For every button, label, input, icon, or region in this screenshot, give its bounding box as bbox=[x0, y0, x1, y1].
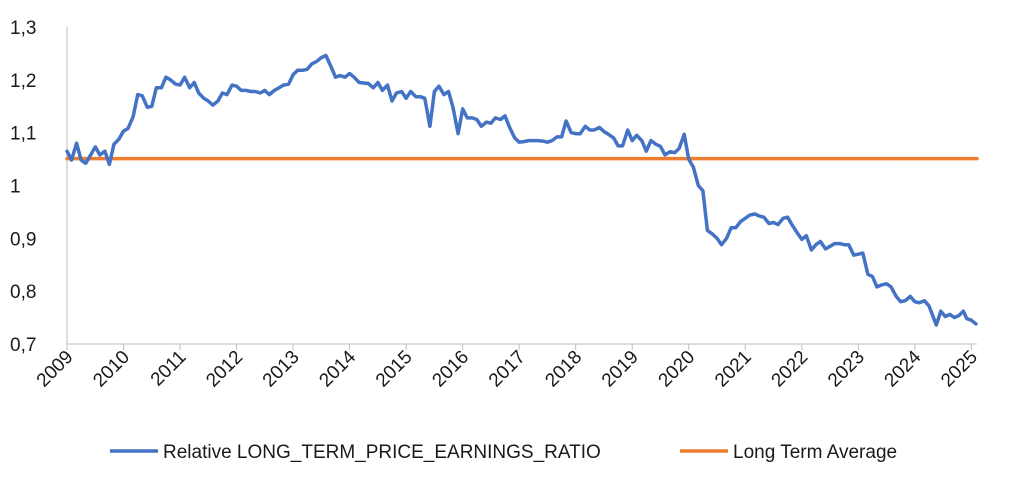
legend-label-1: Long Term Average bbox=[733, 442, 897, 463]
x-tick-label: 2016 bbox=[428, 347, 473, 392]
legend-item-1: Long Term Average bbox=[680, 442, 897, 463]
x-tick-label: 2014 bbox=[315, 346, 360, 391]
x-tick-label: 2010 bbox=[89, 347, 134, 392]
x-tick-label: 2024 bbox=[881, 346, 926, 391]
x-tick-label: 2023 bbox=[824, 347, 869, 392]
y-tick-label: 1,2 bbox=[10, 71, 36, 92]
x-axis-tick-labels: 2009 2010 2011 2012 2013 2014 2015 2016 2017 2018… bbox=[33, 346, 982, 391]
x-tick-label: 2022 bbox=[768, 347, 813, 392]
x-tick-label: 2018 bbox=[541, 347, 586, 392]
x-axis-tick-marks bbox=[66, 344, 972, 350]
legend-item-0: Relative LONG_TERM_PRICE_EARNINGS_RATIO bbox=[110, 442, 601, 463]
x-tick-label: 2017 bbox=[485, 347, 530, 392]
x-tick-label: 2020 bbox=[655, 347, 700, 392]
legend-label-0: Relative LONG_TERM_PRICE_EARNINGS_RATIO bbox=[163, 442, 601, 463]
x-tick-label: 2025 bbox=[937, 347, 982, 392]
legend: Relative LONG_TERM_PRICE_EARNINGS_RATIO … bbox=[110, 442, 897, 463]
x-tick-label: 2011 bbox=[147, 347, 191, 391]
x-tick-label: 2009 bbox=[33, 347, 78, 392]
y-tick-label: 0,7 bbox=[10, 335, 36, 356]
y-tick-label: 1,3 bbox=[10, 18, 36, 39]
x-tick-label: 2013 bbox=[259, 347, 304, 392]
x-tick-label: 2019 bbox=[598, 347, 643, 392]
y-tick-label: 1,1 bbox=[10, 124, 36, 145]
y-axis-tick-labels: 0,7 0,8 0,9 1 1,1 1,2 1,3 bbox=[10, 18, 36, 356]
series-line-0 bbox=[65, 53, 978, 327]
y-tick-label: 0,9 bbox=[10, 229, 36, 250]
y-tick-label: 0,8 bbox=[10, 282, 36, 303]
y-tick-label: 1 bbox=[10, 177, 21, 198]
series-layer bbox=[65, 53, 979, 327]
x-tick-label: 2012 bbox=[202, 347, 247, 392]
x-tick-label: 2021 bbox=[711, 347, 756, 392]
x-tick-label: 2015 bbox=[372, 347, 417, 392]
